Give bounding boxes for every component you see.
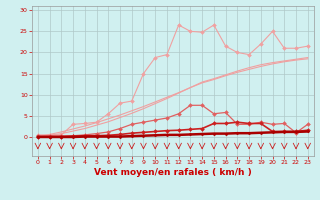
X-axis label: Vent moyen/en rafales ( km/h ): Vent moyen/en rafales ( km/h ) xyxy=(94,168,252,177)
